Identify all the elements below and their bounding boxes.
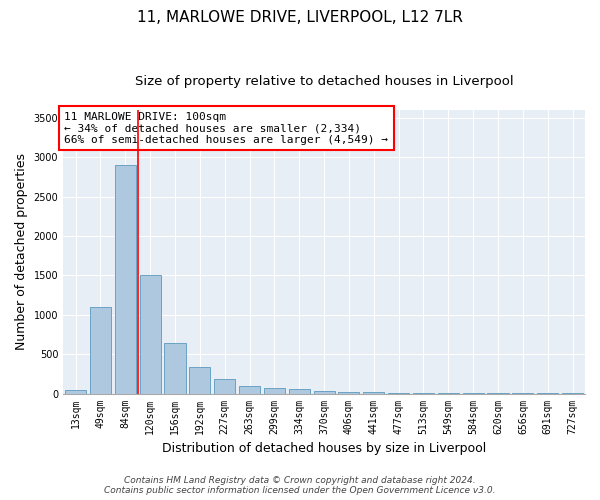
Bar (189, 367, 211, 394)
Bar (264, 388, 285, 394)
Bar (115, 165, 136, 394)
Bar (164, 343, 185, 394)
Text: 11, MARLOWE DRIVE, LIVERPOOL, L12 7LR: 11, MARLOWE DRIVE, LIVERPOOL, L12 7LR (137, 10, 463, 25)
Bar (214, 378, 235, 394)
Bar (363, 392, 385, 394)
Text: 11 MARLOWE DRIVE: 100sqm
← 34% of detached houses are smaller (2,334)
66% of sem: 11 MARLOWE DRIVE: 100sqm ← 34% of detach… (64, 112, 388, 145)
Bar (140, 276, 161, 394)
Bar (338, 392, 359, 394)
Y-axis label: Number of detached properties: Number of detached properties (15, 154, 28, 350)
Bar (388, 393, 409, 394)
Bar (314, 391, 335, 394)
X-axis label: Distribution of detached houses by size in Liverpool: Distribution of detached houses by size … (162, 442, 486, 455)
Bar (90, 307, 111, 394)
Title: Size of property relative to detached houses in Liverpool: Size of property relative to detached ho… (135, 75, 514, 88)
Bar (65, 390, 86, 394)
Bar (239, 386, 260, 394)
Bar (289, 389, 310, 394)
Bar (413, 393, 434, 394)
Text: Contains HM Land Registry data © Crown copyright and database right 2024.
Contai: Contains HM Land Registry data © Crown c… (104, 476, 496, 495)
